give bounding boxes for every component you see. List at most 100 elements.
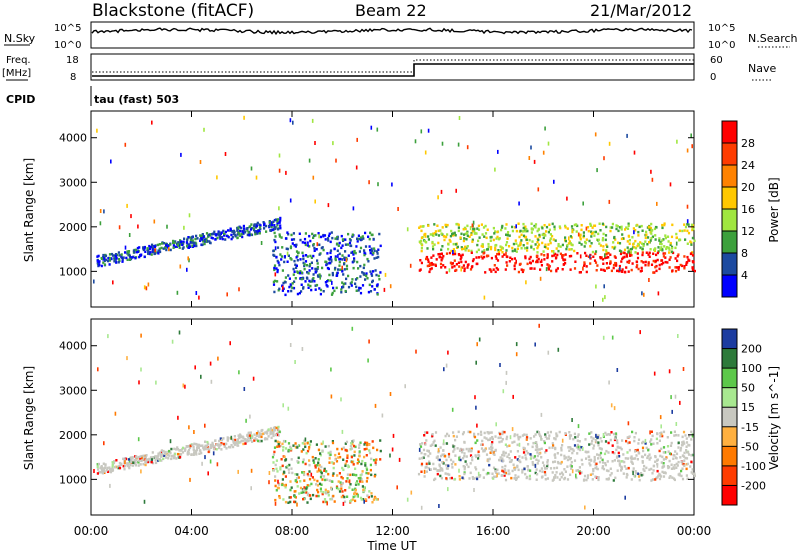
- echo-cell: [531, 463, 534, 466]
- echo-cell: [607, 477, 610, 480]
- echo-cell: [563, 477, 566, 481]
- echo-cell: [344, 250, 347, 253]
- echo-cell: [127, 464, 130, 467]
- echo-cell: [118, 254, 121, 257]
- echo-cell: [319, 275, 321, 280]
- echo-cell: [497, 251, 500, 254]
- echo-cell: [281, 483, 284, 487]
- echo-cell: [329, 249, 333, 252]
- echo-cell: [568, 236, 570, 241]
- echo-cell: [557, 243, 560, 246]
- echo-cell: [341, 477, 344, 480]
- echo-cell: [636, 448, 639, 452]
- echo-cell: [666, 445, 670, 448]
- echo-cell: [611, 246, 614, 249]
- echo-cell: [274, 226, 277, 229]
- echo-cell: [328, 479, 331, 482]
- echo-cell: [117, 251, 120, 254]
- echo-cell: [424, 431, 427, 434]
- echo-cell: [473, 488, 475, 492]
- echo-cell: [613, 406, 616, 411]
- echo-cell: [121, 260, 124, 263]
- echo-cell: [299, 238, 302, 242]
- echo-cell: [322, 440, 324, 445]
- echo-cell: [501, 469, 504, 473]
- echo-cell: [595, 433, 597, 438]
- echo-cell: [465, 238, 468, 241]
- echo-cell: [101, 468, 104, 471]
- echo-cell: [310, 261, 313, 264]
- echo-cell: [514, 474, 517, 477]
- echo-cell: [513, 267, 516, 271]
- echo-cell: [353, 257, 356, 260]
- echo-cell: [308, 279, 311, 283]
- echo-cell: [251, 440, 254, 443]
- echo-cell: [231, 236, 234, 239]
- echo-cell: [313, 249, 316, 252]
- echo-cell: [440, 232, 443, 235]
- echo-cell: [442, 449, 445, 452]
- echo-cell: [513, 257, 516, 260]
- nsearch-label: N.Search: [748, 32, 798, 45]
- echo-cell: [432, 263, 435, 266]
- echo-cell: [654, 455, 657, 459]
- echo-cell: [476, 262, 479, 266]
- echo-cell: [525, 438, 528, 441]
- echo-cell: [273, 266, 276, 270]
- echo-cell: [486, 471, 490, 475]
- echo-cell: [565, 247, 568, 251]
- echo-cell: [596, 467, 599, 471]
- echo-cell: [491, 472, 494, 475]
- echo-cell: [150, 458, 154, 461]
- echo-cell: [244, 231, 247, 234]
- echo-cell: [225, 447, 228, 450]
- echo-cell: [631, 430, 634, 434]
- echo-cell: [593, 234, 596, 237]
- echo-cell: [627, 251, 630, 254]
- echo-cell: [345, 440, 349, 444]
- echo-cell: [684, 434, 687, 437]
- echo-cell: [103, 471, 106, 474]
- echo-cell: [517, 436, 520, 439]
- echo-cell: [195, 451, 198, 454]
- echo-cell: [420, 505, 423, 510]
- echo-cell: [272, 469, 275, 472]
- echo-cell: [145, 286, 148, 291]
- colorbar-tick-label: 50: [741, 382, 755, 395]
- echo-cell: [607, 469, 610, 473]
- echo-cell: [518, 442, 521, 447]
- echo-cell: [188, 425, 190, 430]
- echo-cell: [546, 461, 549, 464]
- echo-cell: [209, 443, 212, 447]
- echo-cell: [666, 261, 669, 264]
- echo-cell: [595, 284, 597, 289]
- echo-cell: [445, 463, 448, 467]
- echo-cell: [537, 187, 540, 192]
- echo-cell: [620, 260, 623, 263]
- echo-cell: [504, 464, 507, 468]
- echo-cell: [656, 476, 659, 479]
- echo-cell: [295, 250, 299, 253]
- echo-cell: [334, 257, 337, 260]
- echo-cell: [597, 238, 600, 242]
- echo-cell: [340, 447, 344, 451]
- echo-cell: [491, 450, 494, 453]
- echo-cell: [496, 235, 499, 239]
- echo-cell: [498, 458, 501, 462]
- echo-cell: [529, 469, 532, 472]
- ytick-label: 4000: [59, 340, 87, 353]
- echo-cell: [300, 491, 303, 494]
- echo-cell: [519, 435, 522, 439]
- echo-cell: [574, 436, 577, 439]
- echo-cell: [461, 253, 464, 257]
- echo-cell: [601, 238, 604, 242]
- echo-cell: [104, 258, 108, 262]
- echo-cell: [362, 237, 365, 240]
- echo-cell: [630, 457, 633, 461]
- echo-cell: [322, 500, 325, 504]
- echo-cell: [563, 454, 566, 458]
- echo-cell: [329, 497, 332, 501]
- colorbar-tick-label: 8: [741, 247, 748, 260]
- echo-cell: [297, 251, 300, 254]
